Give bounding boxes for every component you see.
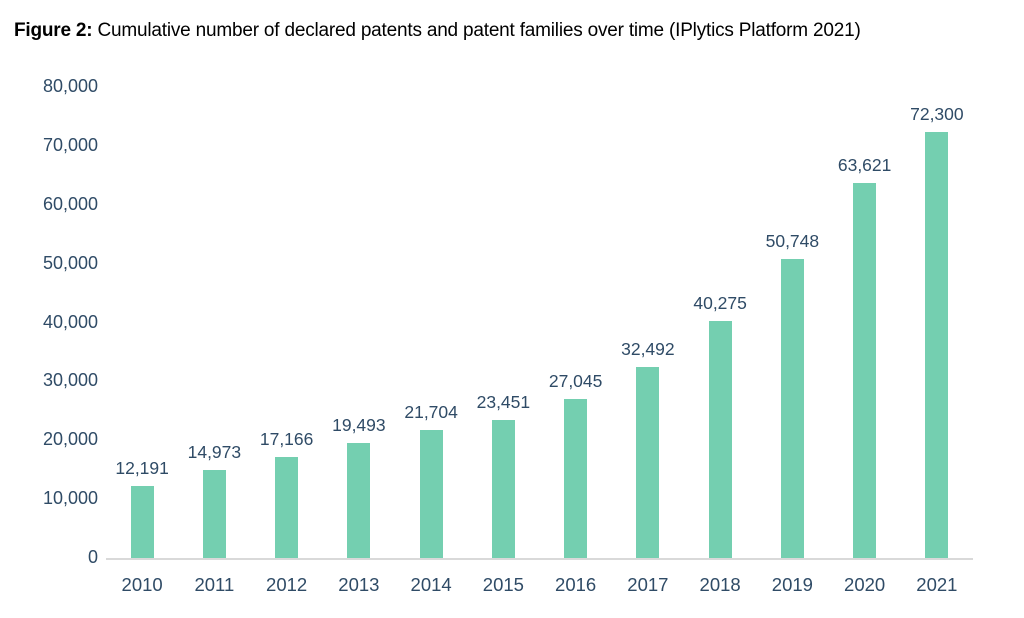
y-axis-tick-label: 60,000 — [42, 193, 98, 214]
x-axis-tick-label: 2018 — [699, 574, 741, 595]
x-axis-tick-label: 2010 — [121, 574, 163, 595]
bar-value-label: 21,704 — [404, 402, 458, 423]
bar — [347, 443, 371, 558]
bar — [636, 366, 660, 558]
bar-column-2011: 14,973 — [178, 60, 250, 558]
bar — [925, 132, 949, 558]
bar — [491, 419, 515, 558]
figure-title-text: Cumulative number of declared patents an… — [92, 20, 861, 41]
bar-column-2017: 32,492 — [612, 60, 684, 558]
bar-value-label: 23,451 — [476, 391, 531, 412]
bar — [202, 469, 226, 558]
x-axis-tick-label: 2015 — [482, 574, 524, 595]
y-axis-tick-label: 50,000 — [42, 252, 98, 273]
x-axis-tick-label: 2019 — [771, 574, 813, 595]
bar-value-label: 40,275 — [693, 292, 747, 313]
bar — [564, 398, 588, 558]
bar-column-2015: 23,451 — [467, 60, 539, 558]
bar-column-2016: 27,045 — [540, 60, 612, 558]
bar-value-label: 19,493 — [332, 415, 386, 436]
bar-value-label: 17,166 — [259, 428, 314, 449]
bar-column-2013: 19,493 — [323, 60, 395, 558]
bar-column-2020: 63,621 — [829, 60, 901, 558]
x-axis-tick-label: 2012 — [266, 574, 308, 595]
bar-value-label: 72,300 — [910, 104, 964, 125]
bar — [708, 320, 732, 558]
bar-chart: 0 10,000 20,000 30,000 40,000 50,000 60,000 70,… — [0, 60, 1024, 618]
y-axis-tick-label: 70,000 — [42, 134, 98, 155]
bar-column-2019: 50,748 — [756, 60, 828, 558]
x-axis-tick-label: 2017 — [627, 574, 669, 595]
bar — [853, 183, 877, 558]
bar-column-2012: 17,166 — [251, 60, 323, 558]
y-axis-tick-label: 10,000 — [42, 488, 98, 509]
bar-value-label: 12,191 — [115, 458, 169, 479]
x-axis-tick-label: 2011 — [194, 574, 235, 595]
bar-value-label: 14,973 — [187, 441, 242, 462]
bar — [780, 259, 804, 558]
bar-value-label: 32,492 — [621, 338, 675, 359]
x-axis-tick-label: 2014 — [410, 574, 452, 595]
bar-value-label: 27,045 — [548, 370, 603, 391]
y-axis-tick-label: 80,000 — [42, 76, 98, 96]
bar-value-label: 63,621 — [837, 155, 892, 176]
y-axis-tick-label: 30,000 — [42, 370, 98, 391]
figure-title: Figure 2: Cumulative number of declared … — [14, 20, 861, 42]
y-axis-tick-label: 0 — [87, 547, 98, 567]
bar-column-2014: 21,704 — [395, 60, 467, 558]
bar-value-label: 50,748 — [765, 231, 820, 252]
bar — [130, 486, 154, 558]
x-axis-tick-label: 2013 — [338, 574, 380, 595]
x-axis-tick-label: 2021 — [916, 574, 958, 595]
bar-column-2021: 72,300 — [901, 60, 973, 558]
x-axis-line — [106, 558, 973, 560]
x-axis-tick-label: 2020 — [844, 574, 886, 595]
x-axis-tick-label: 2016 — [555, 574, 597, 595]
y-axis-tick-label: 20,000 — [42, 429, 98, 450]
bar — [275, 456, 299, 558]
bar — [419, 430, 443, 558]
y-axis-tick-label: 40,000 — [42, 311, 98, 332]
bar-column-2018: 40,275 — [684, 60, 756, 558]
figure-title-prefix: Figure 2: — [14, 20, 93, 41]
bar-column-2010: 12,191 — [106, 60, 178, 558]
